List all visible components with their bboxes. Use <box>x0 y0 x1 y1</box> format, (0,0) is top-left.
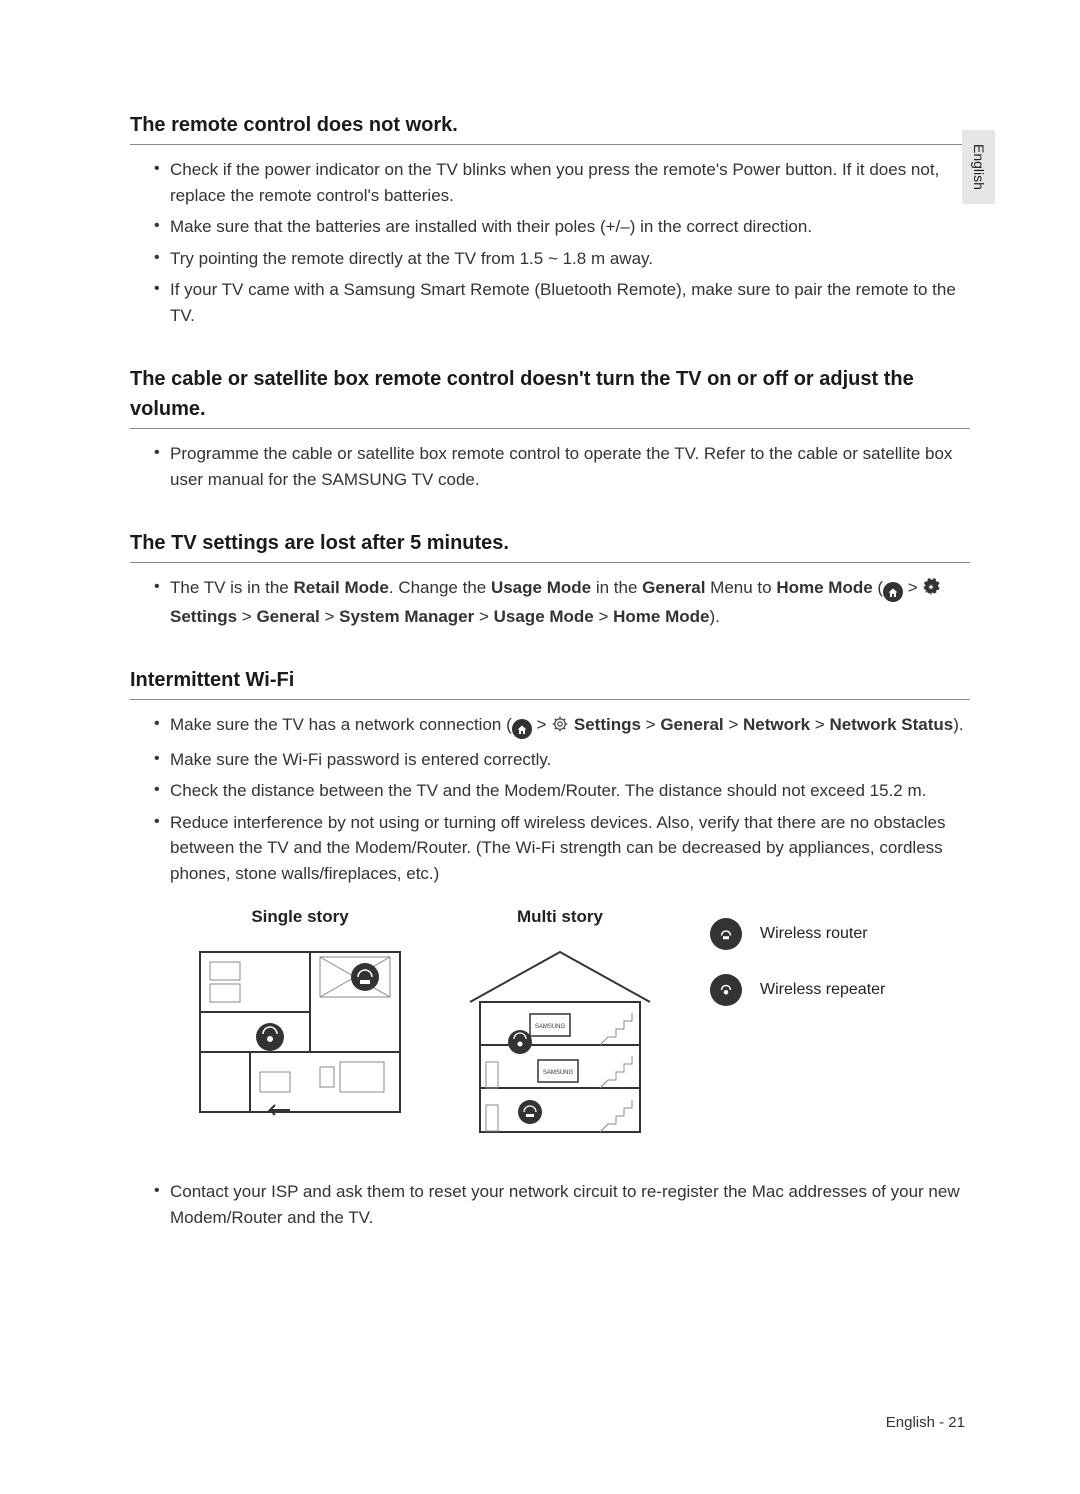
list-item: Make sure that the batteries are install… <box>154 214 970 240</box>
section-list-wifi: Make sure the TV has a network connectio… <box>130 712 970 886</box>
section-list-wifi-final: Contact your ISP and ask them to reset y… <box>130 1179 970 1230</box>
single-story-diagram: Single story <box>190 904 410 1129</box>
text: > <box>594 607 613 626</box>
list-item: Make sure the TV has a network connectio… <box>154 712 970 741</box>
text: ). <box>709 607 719 626</box>
section-list-remote: Check if the power indicator on the TV b… <box>130 157 970 328</box>
text: . Change the <box>389 578 491 597</box>
list-item: Check the distance between the TV and th… <box>154 778 970 804</box>
bold-text: Settings <box>170 607 237 626</box>
text: Menu to <box>705 578 776 597</box>
text: in the <box>591 578 642 597</box>
page-footer: English - 21 <box>886 1412 965 1435</box>
list-item: Reduce interference by not using or turn… <box>154 810 970 887</box>
wifi-diagram-row: Single story Multi <box>190 904 970 1149</box>
section-title-settings-lost: The TV settings are lost after 5 minutes… <box>130 528 970 563</box>
bold-text: Home Mode <box>776 578 872 597</box>
legend-row-router: Wireless router <box>710 918 885 950</box>
section-title-cable: The cable or satellite box remote contro… <box>130 364 970 429</box>
bold-text: System Manager <box>339 607 474 626</box>
section-title-wifi: Intermittent Wi-Fi <box>130 665 970 700</box>
section-title-remote: The remote control does not work. <box>130 110 970 145</box>
legend-label: Wireless repeater <box>760 978 885 1002</box>
multi-story-diagram: Multi story SAMSUNG SAMSUNG <box>450 904 670 1149</box>
home-icon <box>512 719 532 739</box>
list-item: Try pointing the remote directly at the … <box>154 246 970 272</box>
bold-text: Usage Mode <box>491 578 591 597</box>
settings-icon <box>922 578 940 604</box>
bold-text: General <box>256 607 319 626</box>
list-item: Make sure the Wi-Fi password is entered … <box>154 747 970 773</box>
text: > <box>810 715 829 734</box>
text: > <box>237 607 256 626</box>
diagram-title: Multi story <box>450 904 670 930</box>
text: > <box>641 715 660 734</box>
text: > <box>903 578 922 597</box>
text: The TV is in the <box>170 578 293 597</box>
legend-label: Wireless router <box>760 922 868 946</box>
text: > <box>532 715 551 734</box>
text: Make sure the TV has a network connectio… <box>170 715 512 734</box>
router-icon <box>710 918 742 950</box>
bold-text: General <box>660 715 723 734</box>
diagram-title: Single story <box>190 904 410 930</box>
text: ( <box>873 578 883 597</box>
text: > <box>320 607 339 626</box>
bold-text: Usage Mode <box>494 607 594 626</box>
settings-icon <box>551 715 569 741</box>
bold-text: Settings <box>574 715 641 734</box>
text: ). <box>953 715 963 734</box>
home-icon <box>883 582 903 602</box>
text: > <box>474 607 493 626</box>
section-list-settings-lost: The TV is in the Retail Mode. Change the… <box>130 575 970 629</box>
list-item: If your TV came with a Samsung Smart Rem… <box>154 277 970 328</box>
bold-text: General <box>642 578 705 597</box>
repeater-icon <box>710 974 742 1006</box>
section-list-cable: Programme the cable or satellite box rem… <box>130 441 970 492</box>
text: > <box>724 715 743 734</box>
legend-row-repeater: Wireless repeater <box>710 974 885 1006</box>
list-item: The TV is in the Retail Mode. Change the… <box>154 575 970 629</box>
bold-text: Home Mode <box>613 607 709 626</box>
bold-text: Retail Mode <box>293 578 388 597</box>
house-cutaway-icon: SAMSUNG SAMSUNG <box>450 942 670 1142</box>
floorplan-icon <box>190 942 410 1122</box>
bold-text: Network <box>743 715 810 734</box>
bold-text: Network Status <box>829 715 953 734</box>
list-item: Check if the power indicator on the TV b… <box>154 157 970 208</box>
list-item: Contact your ISP and ask them to reset y… <box>154 1179 970 1230</box>
list-item: Programme the cable or satellite box rem… <box>154 441 970 492</box>
diagram-legend: Wireless router Wireless repeater <box>710 918 885 1030</box>
svg-text:SAMSUNG: SAMSUNG <box>535 1024 566 1030</box>
svg-text:SAMSUNG: SAMSUNG <box>543 1070 574 1076</box>
